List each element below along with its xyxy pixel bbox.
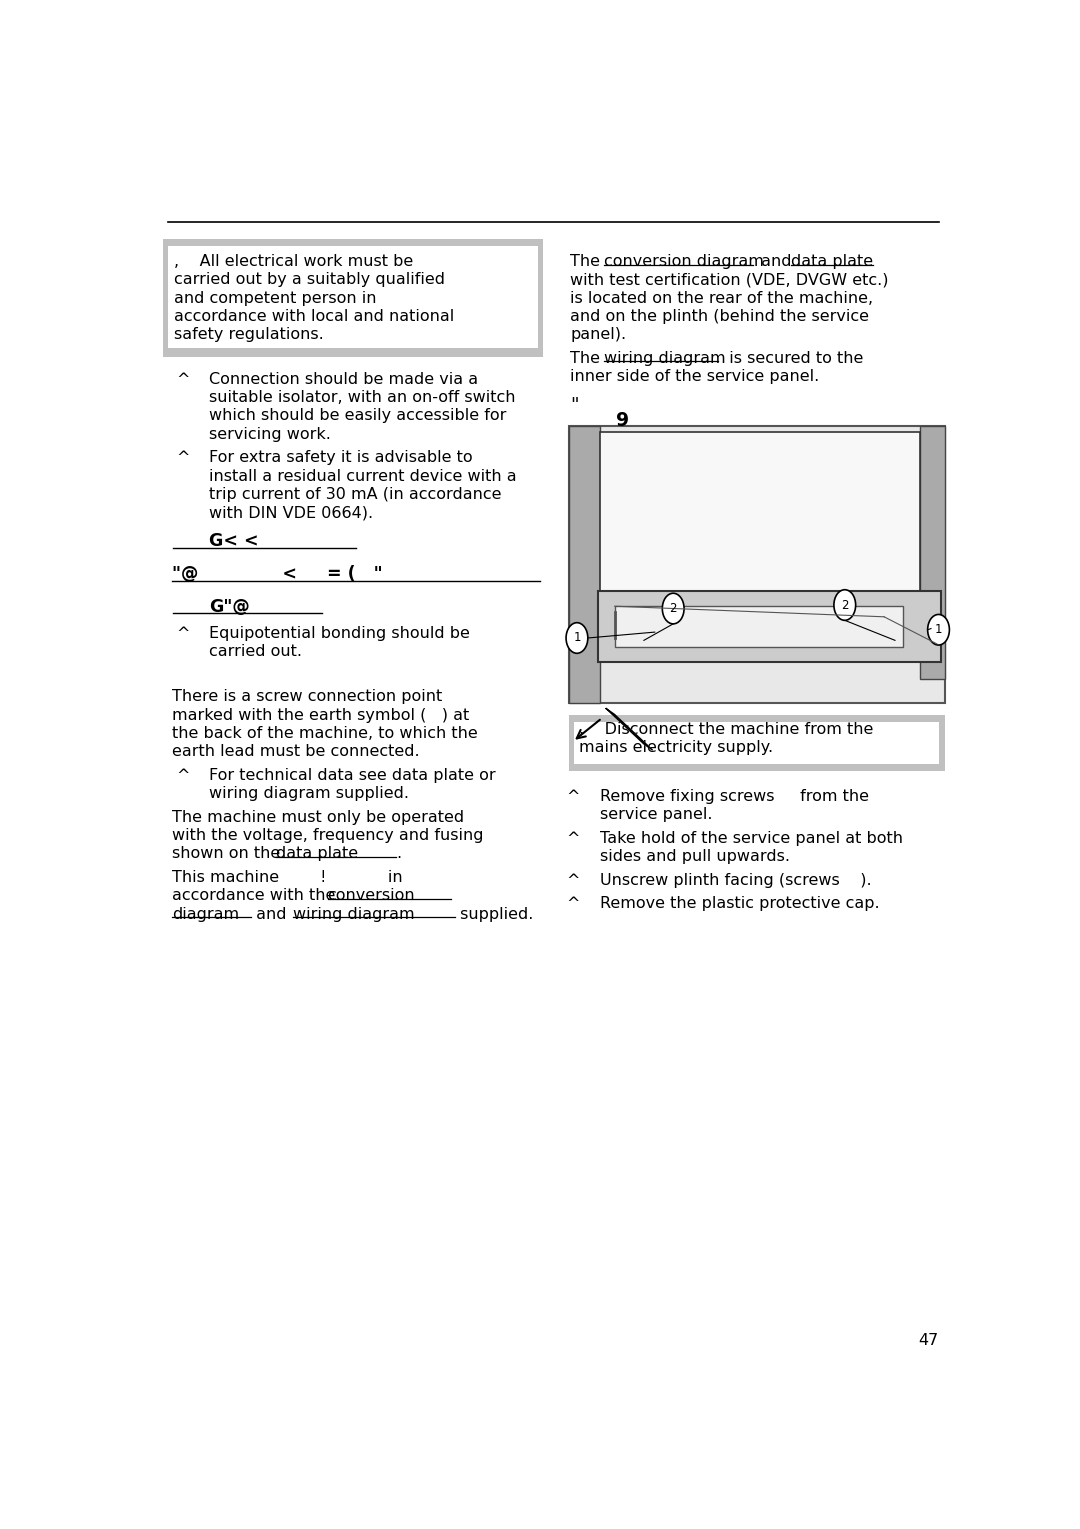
Text: wiring diagram supplied.: wiring diagram supplied. — [208, 786, 408, 801]
FancyBboxPatch shape — [163, 239, 543, 356]
Text: inner side of the service panel.: inner side of the service panel. — [570, 368, 820, 384]
Text: 1: 1 — [935, 624, 942, 636]
Text: The: The — [570, 350, 606, 365]
Text: suitable isolator, with an on-off switch: suitable isolator, with an on-off switch — [208, 390, 515, 405]
Text: "@              <     = (   ": "@ < = ( " — [172, 566, 382, 583]
Text: supplied.: supplied. — [455, 907, 534, 922]
Text: with the voltage, frequency and fusing: with the voltage, frequency and fusing — [172, 829, 484, 842]
Text: is located on the rear of the machine,: is located on the rear of the machine, — [570, 291, 874, 306]
Text: trip current of 30 mA (in accordance: trip current of 30 mA (in accordance — [208, 486, 501, 502]
Text: ^: ^ — [176, 625, 189, 641]
Text: 1: 1 — [573, 631, 581, 645]
Text: For extra safety it is advisable to: For extra safety it is advisable to — [208, 451, 472, 465]
Text: with DIN VDE 0664).: with DIN VDE 0664). — [208, 505, 373, 520]
Text: ^: ^ — [176, 768, 189, 783]
Text: marked with the earth symbol (   ) at: marked with the earth symbol ( ) at — [172, 708, 469, 723]
Text: ^: ^ — [176, 372, 189, 387]
Text: and: and — [756, 254, 797, 269]
Text: ,    Disconnect the machine from the: , Disconnect the machine from the — [580, 722, 874, 737]
Text: ^: ^ — [566, 873, 580, 888]
Circle shape — [566, 622, 588, 653]
FancyBboxPatch shape — [575, 722, 940, 764]
Text: shown on the: shown on the — [172, 847, 285, 861]
Text: Connection should be made via a: Connection should be made via a — [208, 372, 477, 387]
Text: with test certification (VDE, DVGW etc.): with test certification (VDE, DVGW etc.) — [570, 272, 889, 287]
Text: data plate: data plate — [276, 847, 359, 861]
Text: ,    All electrical work must be: , All electrical work must be — [174, 254, 414, 269]
Text: ^: ^ — [176, 451, 189, 465]
Text: which should be easily accessible for: which should be easily accessible for — [208, 408, 507, 424]
Text: mains electricity supply.: mains electricity supply. — [580, 740, 773, 755]
Text: carried out by a suitably qualified: carried out by a suitably qualified — [174, 272, 445, 287]
Text: .: . — [396, 847, 402, 861]
Text: G< <: G< < — [208, 532, 258, 550]
Circle shape — [928, 615, 949, 645]
Text: and on the plinth (behind the service: and on the plinth (behind the service — [570, 309, 869, 324]
FancyBboxPatch shape — [568, 427, 945, 703]
Text: is secured to the: is secured to the — [719, 350, 864, 365]
Text: ^: ^ — [566, 789, 580, 804]
Text: There is a screw connection point: There is a screw connection point — [172, 690, 442, 705]
Text: and: and — [251, 907, 292, 922]
FancyBboxPatch shape — [598, 590, 941, 662]
FancyBboxPatch shape — [615, 605, 903, 647]
Text: 47: 47 — [918, 1333, 939, 1347]
Text: Unscrew plinth facing (screws    ).: Unscrew plinth facing (screws ). — [599, 873, 872, 888]
Text: This machine        !            in: This machine ! in — [172, 870, 403, 885]
Text: accordance with the: accordance with the — [172, 888, 340, 904]
FancyBboxPatch shape — [600, 433, 920, 590]
Text: Remove the plastic protective cap.: Remove the plastic protective cap. — [599, 896, 879, 911]
Text: the back of the machine, to which the: the back of the machine, to which the — [172, 726, 477, 742]
Text: ": " — [570, 396, 579, 416]
FancyBboxPatch shape — [568, 427, 600, 703]
Polygon shape — [606, 708, 652, 749]
Text: conversion: conversion — [327, 888, 415, 904]
Text: carried out.: carried out. — [208, 644, 301, 659]
Text: wiring diagram: wiring diagram — [293, 907, 415, 922]
Text: safety regulations.: safety regulations. — [174, 327, 324, 342]
Text: G"@: G"@ — [208, 598, 249, 616]
Text: 2: 2 — [841, 598, 849, 612]
Text: Remove fixing screws     from the: Remove fixing screws from the — [599, 789, 868, 804]
Text: servicing work.: servicing work. — [208, 427, 330, 442]
Text: panel).: panel). — [570, 327, 626, 342]
Text: and competent person in: and competent person in — [174, 291, 377, 306]
Text: ^: ^ — [566, 896, 580, 911]
FancyBboxPatch shape — [168, 246, 538, 349]
Text: The machine must only be operated: The machine must only be operated — [172, 810, 464, 824]
Text: 9: 9 — [617, 411, 630, 430]
Text: Equipotential bonding should be: Equipotential bonding should be — [208, 625, 470, 641]
Text: 2: 2 — [670, 602, 677, 615]
Circle shape — [834, 590, 855, 621]
Text: earth lead must be connected.: earth lead must be connected. — [172, 745, 419, 758]
Text: For technical data see data plate or: For technical data see data plate or — [208, 768, 496, 783]
FancyBboxPatch shape — [920, 427, 945, 679]
Circle shape — [662, 593, 684, 624]
Text: accordance with local and national: accordance with local and national — [174, 309, 455, 324]
FancyBboxPatch shape — [568, 714, 945, 771]
Text: wiring diagram: wiring diagram — [604, 350, 726, 365]
Text: sides and pull upwards.: sides and pull upwards. — [599, 849, 789, 864]
Text: conversion diagram: conversion diagram — [604, 254, 764, 269]
Text: install a residual current device with a: install a residual current device with a — [208, 468, 516, 483]
Text: service panel.: service panel. — [599, 807, 712, 823]
Text: Take hold of the service panel at both: Take hold of the service panel at both — [599, 830, 903, 846]
Text: ^: ^ — [566, 830, 580, 846]
Text: data plate: data plate — [792, 254, 874, 269]
Text: diagram: diagram — [172, 907, 239, 922]
Text: The: The — [570, 254, 606, 269]
